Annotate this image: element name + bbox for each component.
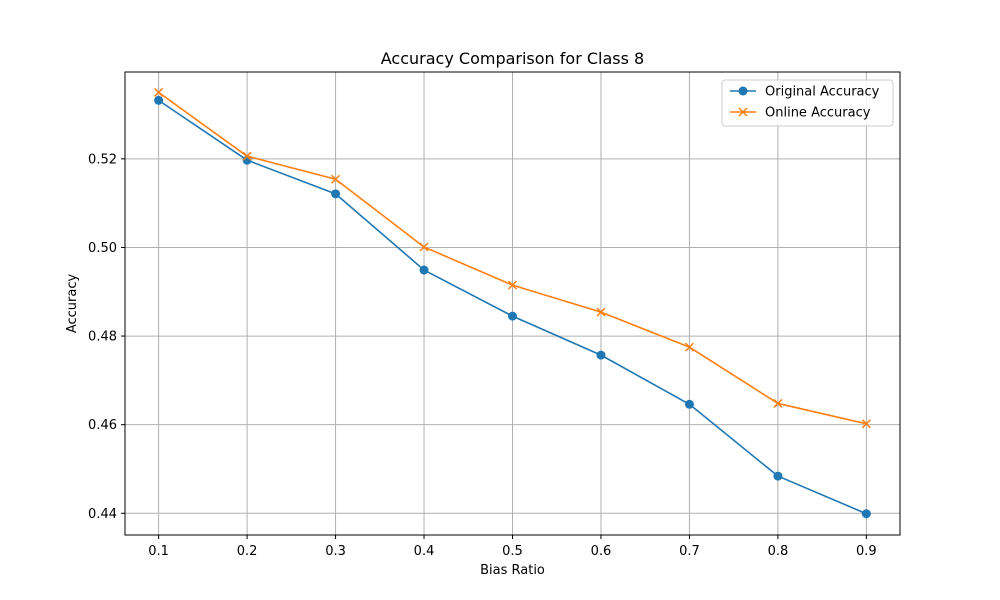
grid-lines — [125, 72, 900, 535]
online-accuracy-point-stroke — [507, 280, 518, 290]
original-accuracy-point — [331, 189, 341, 199]
y-tick-label: 0.52 — [88, 152, 117, 167]
original-accuracy-point — [773, 471, 783, 481]
original-accuracy-point — [154, 95, 164, 105]
y-axis-ticks: 0.44 0.46 0.48 0.50 0.52 — [88, 152, 125, 522]
legend-box — [721, 79, 894, 127]
online-accuracy-point-stroke — [154, 87, 164, 97]
legend-marker-online-accuracy-stroke — [738, 107, 748, 117]
y-tick-label: 0.46 — [88, 418, 117, 433]
original-accuracy-point — [508, 311, 517, 321]
original-accuracy-point — [684, 399, 694, 409]
online-accuracy-point — [419, 242, 429, 252]
original-accuracy-series — [154, 95, 871, 519]
x-tick-label: 0.6 — [591, 544, 612, 559]
x-tick-label: 0.3 — [325, 544, 346, 559]
online-accuracy-point-stroke — [419, 242, 429, 252]
x-tick-label: 0.8 — [768, 544, 789, 559]
series-group — [154, 87, 871, 519]
legend-marker-original-accuracy — [738, 86, 748, 96]
online-accuracy-point-stroke — [596, 307, 606, 317]
legend-item-original-accuracy: Original Accuracy — [730, 85, 880, 100]
y-axis-label: Accuracy — [65, 274, 80, 334]
online-accuracy-point — [684, 342, 694, 352]
legend-item-online-accuracy: Online Accuracy — [730, 106, 871, 121]
legend-marker-online-accuracy — [738, 107, 748, 117]
online-accuracy-series — [154, 87, 871, 429]
online-accuracy-point-stroke — [684, 342, 694, 352]
y-tick-label: 0.44 — [88, 507, 117, 522]
x-tick-label: 0.2 — [237, 544, 258, 559]
online-accuracy-point — [861, 419, 871, 429]
online-accuracy-point-stroke — [331, 174, 341, 184]
legend-label-original-accuracy: Original Accuracy — [765, 85, 880, 100]
online-accuracy-point-stroke — [773, 398, 783, 408]
y-tick-label: 0.50 — [88, 241, 117, 256]
legend: Original Accuracy Online Accuracy — [721, 79, 894, 127]
x-axis-ticks: 0.1 0.2 0.3 0.4 0.5 0.6 0.7 0.8 0.9 — [148, 535, 877, 559]
y-tick-label: 0.48 — [88, 330, 117, 345]
online-accuracy-point-stroke — [242, 151, 252, 161]
x-tick-label: 0.5 — [502, 544, 523, 559]
x-tick-label: 0.7 — [679, 544, 700, 559]
x-tick-label: 0.1 — [148, 544, 169, 559]
plot-area-frame — [124, 71, 901, 536]
original-accuracy-point — [596, 350, 606, 360]
online-accuracy-point — [507, 280, 518, 290]
x-tick-label: 0.4 — [414, 544, 435, 559]
original-accuracy-point — [861, 509, 871, 519]
online-accuracy-point — [596, 307, 606, 317]
chart-title: Accuracy Comparison for Class 8 — [381, 49, 644, 68]
online-accuracy-point — [331, 174, 341, 184]
original-accuracy-point — [419, 265, 429, 275]
online-accuracy-point — [773, 398, 783, 408]
x-tick-label: 0.9 — [856, 544, 877, 559]
x-axis-label: Bias Ratio — [480, 563, 545, 578]
online-accuracy-point — [154, 87, 164, 97]
legend-label-online-accuracy: Online Accuracy — [765, 106, 871, 121]
online-accuracy-point-stroke — [861, 419, 871, 429]
online-accuracy-point — [242, 151, 252, 161]
